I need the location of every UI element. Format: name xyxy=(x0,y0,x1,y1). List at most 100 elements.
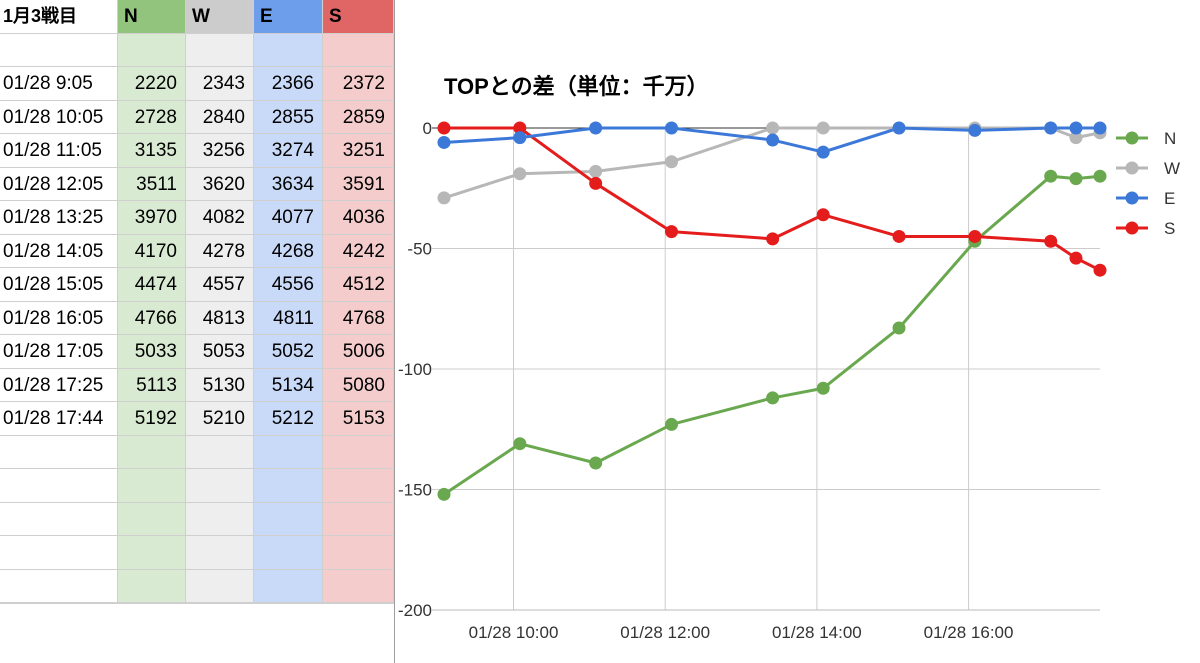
value-cell-n[interactable]: 3135 xyxy=(118,134,186,168)
empty-cell[interactable] xyxy=(118,435,186,469)
sheet-title-cell[interactable]: 1月3戦目 xyxy=(0,0,118,34)
footer-color-cell-e[interactable] xyxy=(254,603,323,604)
value-cell-s[interactable]: 5080 xyxy=(323,368,394,402)
value-cell-n[interactable]: 3511 xyxy=(118,167,186,201)
value-cell-w[interactable]: 5053 xyxy=(186,335,254,369)
empty-cell[interactable] xyxy=(186,569,254,603)
time-cell[interactable]: 01/28 12:05 xyxy=(0,167,118,201)
time-cell[interactable]: 01/28 11:05 xyxy=(0,134,118,168)
column-header-n[interactable]: N xyxy=(118,0,186,34)
empty-cell[interactable] xyxy=(0,502,118,536)
empty-cell[interactable] xyxy=(186,502,254,536)
empty-cell[interactable] xyxy=(0,569,118,603)
empty-cell[interactable] xyxy=(323,435,394,469)
value-cell-n[interactable]: 5033 xyxy=(118,335,186,369)
empty-cell[interactable] xyxy=(118,33,186,67)
empty-cell[interactable] xyxy=(118,536,186,570)
data-point-s xyxy=(766,232,780,246)
value-cell-e[interactable]: 3274 xyxy=(254,134,323,168)
column-header-w[interactable]: W xyxy=(186,0,254,34)
value-cell-e[interactable]: 5134 xyxy=(254,368,323,402)
value-cell-n[interactable]: 3970 xyxy=(118,201,186,235)
empty-cell[interactable] xyxy=(118,502,186,536)
empty-cell[interactable] xyxy=(0,603,118,604)
value-cell-n[interactable]: 4170 xyxy=(118,234,186,268)
empty-cell[interactable] xyxy=(254,469,323,503)
value-cell-e[interactable]: 4077 xyxy=(254,201,323,235)
value-cell-w[interactable]: 4813 xyxy=(186,301,254,335)
legend-item-w: W xyxy=(1116,159,1180,178)
value-cell-w[interactable]: 3256 xyxy=(186,134,254,168)
value-cell-e[interactable]: 5212 xyxy=(254,402,323,436)
empty-cell[interactable] xyxy=(0,435,118,469)
empty-cell[interactable] xyxy=(0,469,118,503)
value-cell-s[interactable]: 2372 xyxy=(323,67,394,101)
value-cell-n[interactable]: 5113 xyxy=(118,368,186,402)
empty-cell[interactable] xyxy=(254,569,323,603)
value-cell-e[interactable]: 2366 xyxy=(254,67,323,101)
value-cell-s[interactable]: 5006 xyxy=(323,335,394,369)
value-cell-s[interactable]: 2859 xyxy=(323,100,394,134)
value-cell-n[interactable]: 2220 xyxy=(118,67,186,101)
value-cell-e[interactable]: 4556 xyxy=(254,268,323,302)
value-cell-w[interactable]: 4278 xyxy=(186,234,254,268)
empty-cell[interactable] xyxy=(186,469,254,503)
empty-cell[interactable] xyxy=(0,536,118,570)
empty-cell[interactable] xyxy=(118,469,186,503)
value-cell-n[interactable]: 5192 xyxy=(118,402,186,436)
value-cell-n[interactable]: 4766 xyxy=(118,301,186,335)
time-cell[interactable]: 01/28 15:05 xyxy=(0,268,118,302)
empty-cell[interactable] xyxy=(186,536,254,570)
time-cell[interactable]: 01/28 17:44 xyxy=(0,402,118,436)
value-cell-s[interactable]: 5153 xyxy=(323,402,394,436)
time-cell[interactable]: 01/28 16:05 xyxy=(0,301,118,335)
time-cell[interactable]: 01/28 10:05 xyxy=(0,100,118,134)
legend-label: S xyxy=(1164,219,1175,238)
footer-color-cell-n[interactable] xyxy=(118,603,186,604)
value-cell-w[interactable]: 2343 xyxy=(186,67,254,101)
value-cell-w[interactable]: 5130 xyxy=(186,368,254,402)
value-cell-s[interactable]: 4512 xyxy=(323,268,394,302)
empty-cell[interactable] xyxy=(0,33,118,67)
value-cell-e[interactable]: 4268 xyxy=(254,234,323,268)
time-cell[interactable]: 01/28 14:05 xyxy=(0,234,118,268)
value-cell-w[interactable]: 5210 xyxy=(186,402,254,436)
empty-cell[interactable] xyxy=(323,569,394,603)
value-cell-e[interactable]: 2855 xyxy=(254,100,323,134)
empty-cell[interactable] xyxy=(186,435,254,469)
value-cell-s[interactable]: 4036 xyxy=(323,201,394,235)
value-cell-s[interactable]: 4242 xyxy=(323,234,394,268)
empty-cell[interactable] xyxy=(323,536,394,570)
empty-cell[interactable] xyxy=(323,502,394,536)
empty-cell[interactable] xyxy=(186,33,254,67)
time-cell[interactable]: 01/28 9:05 xyxy=(0,67,118,101)
footer-color-cell-s[interactable] xyxy=(323,603,394,604)
value-cell-e[interactable]: 5052 xyxy=(254,335,323,369)
footer-color-cell-w[interactable] xyxy=(186,603,254,604)
time-cell[interactable]: 01/28 17:05 xyxy=(0,335,118,369)
value-cell-w[interactable]: 2840 xyxy=(186,100,254,134)
value-cell-s[interactable]: 4768 xyxy=(323,301,394,335)
legend-marker xyxy=(1125,221,1139,235)
value-cell-e[interactable]: 3634 xyxy=(254,167,323,201)
empty-cell[interactable] xyxy=(254,33,323,67)
column-header-e[interactable]: E xyxy=(254,0,323,34)
empty-cell[interactable] xyxy=(323,33,394,67)
time-cell[interactable]: 01/28 13:25 xyxy=(0,201,118,235)
table-row: 01/28 14:05 4170 4278 4268 4242 xyxy=(0,234,394,268)
empty-cell[interactable] xyxy=(254,536,323,570)
value-cell-s[interactable]: 3591 xyxy=(323,167,394,201)
value-cell-n[interactable]: 4474 xyxy=(118,268,186,302)
value-cell-e[interactable]: 4811 xyxy=(254,301,323,335)
time-cell[interactable]: 01/28 17:25 xyxy=(0,368,118,402)
empty-cell[interactable] xyxy=(118,569,186,603)
value-cell-s[interactable]: 3251 xyxy=(323,134,394,168)
value-cell-w[interactable]: 3620 xyxy=(186,167,254,201)
empty-cell[interactable] xyxy=(254,502,323,536)
value-cell-w[interactable]: 4082 xyxy=(186,201,254,235)
value-cell-w[interactable]: 4557 xyxy=(186,268,254,302)
empty-cell[interactable] xyxy=(323,469,394,503)
value-cell-n[interactable]: 2728 xyxy=(118,100,186,134)
empty-cell[interactable] xyxy=(254,435,323,469)
column-header-s[interactable]: S xyxy=(323,0,394,34)
